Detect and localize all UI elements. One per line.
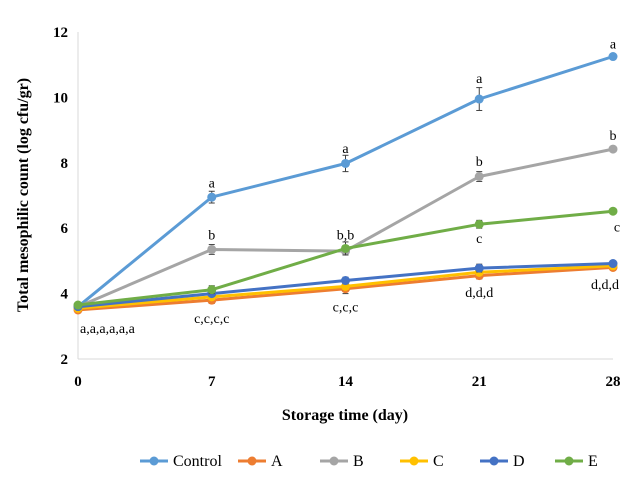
significance-label: a (476, 72, 483, 87)
series-e (73, 206, 618, 310)
data-point (608, 52, 618, 62)
significance-label: c (614, 221, 620, 236)
significance-label: b (208, 229, 215, 244)
legend-swatch-marker (489, 456, 499, 466)
x-axis-title: Storage time (day) (282, 407, 408, 424)
y-tick-label: 8 (61, 156, 69, 172)
data-point (474, 94, 484, 104)
significance-label: a (209, 176, 216, 191)
data-point (341, 243, 350, 253)
legend-swatch-marker (409, 456, 419, 466)
legend-swatch-marker (564, 456, 574, 466)
legend-item-c: C (400, 453, 444, 470)
y-axis-title: Total mesophilic count (log cfu/gr) (15, 78, 32, 312)
legend-label: A (271, 453, 283, 470)
x-tick-labels: 0 7 14 21 28 (74, 374, 620, 390)
legend: Control A B C D E (140, 453, 598, 470)
x-tick-label: 0 (74, 374, 82, 390)
legend-item-control: Control (140, 453, 222, 470)
significance-label: b (476, 155, 483, 170)
legend-item-a: A (238, 453, 283, 470)
x-tick-label: 14 (338, 374, 354, 390)
significance-label: c (476, 232, 482, 247)
significance-label: c,c,c (333, 301, 359, 316)
data-point (207, 192, 217, 202)
y-tick-label: 4 (61, 287, 69, 303)
data-point (608, 206, 618, 216)
data-point (608, 144, 618, 154)
x-tick-label: 21 (472, 374, 487, 390)
legend-item-b: B (320, 453, 364, 470)
significance-label: b (610, 129, 617, 144)
legend-swatch-marker (149, 456, 159, 466)
significance-labels: a,a,a,a,a,a a b c,c,c,c a b,b c,c,c a b c d,d,d a b c… (80, 37, 620, 336)
data-point (207, 244, 217, 254)
series-control (73, 52, 618, 312)
series-layer (73, 52, 618, 315)
legend-label: D (513, 453, 525, 470)
legend-item-d: D (480, 453, 525, 470)
x-tick-label: 28 (606, 374, 621, 390)
data-point (207, 285, 217, 295)
legend-item-e: E (555, 453, 598, 470)
y-tick-label: 6 (61, 221, 69, 237)
data-point (474, 219, 484, 229)
data-point (341, 158, 350, 168)
x-tick-label: 7 (208, 374, 216, 390)
significance-label: c,c,c,c (194, 312, 229, 327)
y-tick-label: 12 (53, 25, 68, 41)
y-tick-label: 2 (61, 352, 69, 368)
significance-label: a,a,a,a,a,a (80, 322, 136, 337)
legend-label: E (588, 453, 598, 470)
y-tick-label: 10 (53, 90, 68, 106)
significance-label: d,d,d (465, 286, 493, 301)
legend-swatch-marker (247, 456, 257, 466)
data-point (341, 276, 350, 286)
significance-label: d,d,d (591, 278, 619, 293)
significance-label: a (610, 37, 617, 52)
legend-label: C (433, 453, 444, 470)
legend-label: B (353, 453, 364, 470)
data-point (474, 263, 484, 273)
legend-label: Control (173, 453, 222, 470)
data-point (474, 172, 484, 182)
data-point (608, 259, 618, 269)
significance-label: a (342, 142, 349, 157)
legend-swatch-marker (329, 456, 339, 466)
y-tick-labels: 2 4 6 8 10 12 (53, 25, 69, 368)
data-point (73, 300, 83, 310)
significance-label: b,b (337, 229, 355, 244)
